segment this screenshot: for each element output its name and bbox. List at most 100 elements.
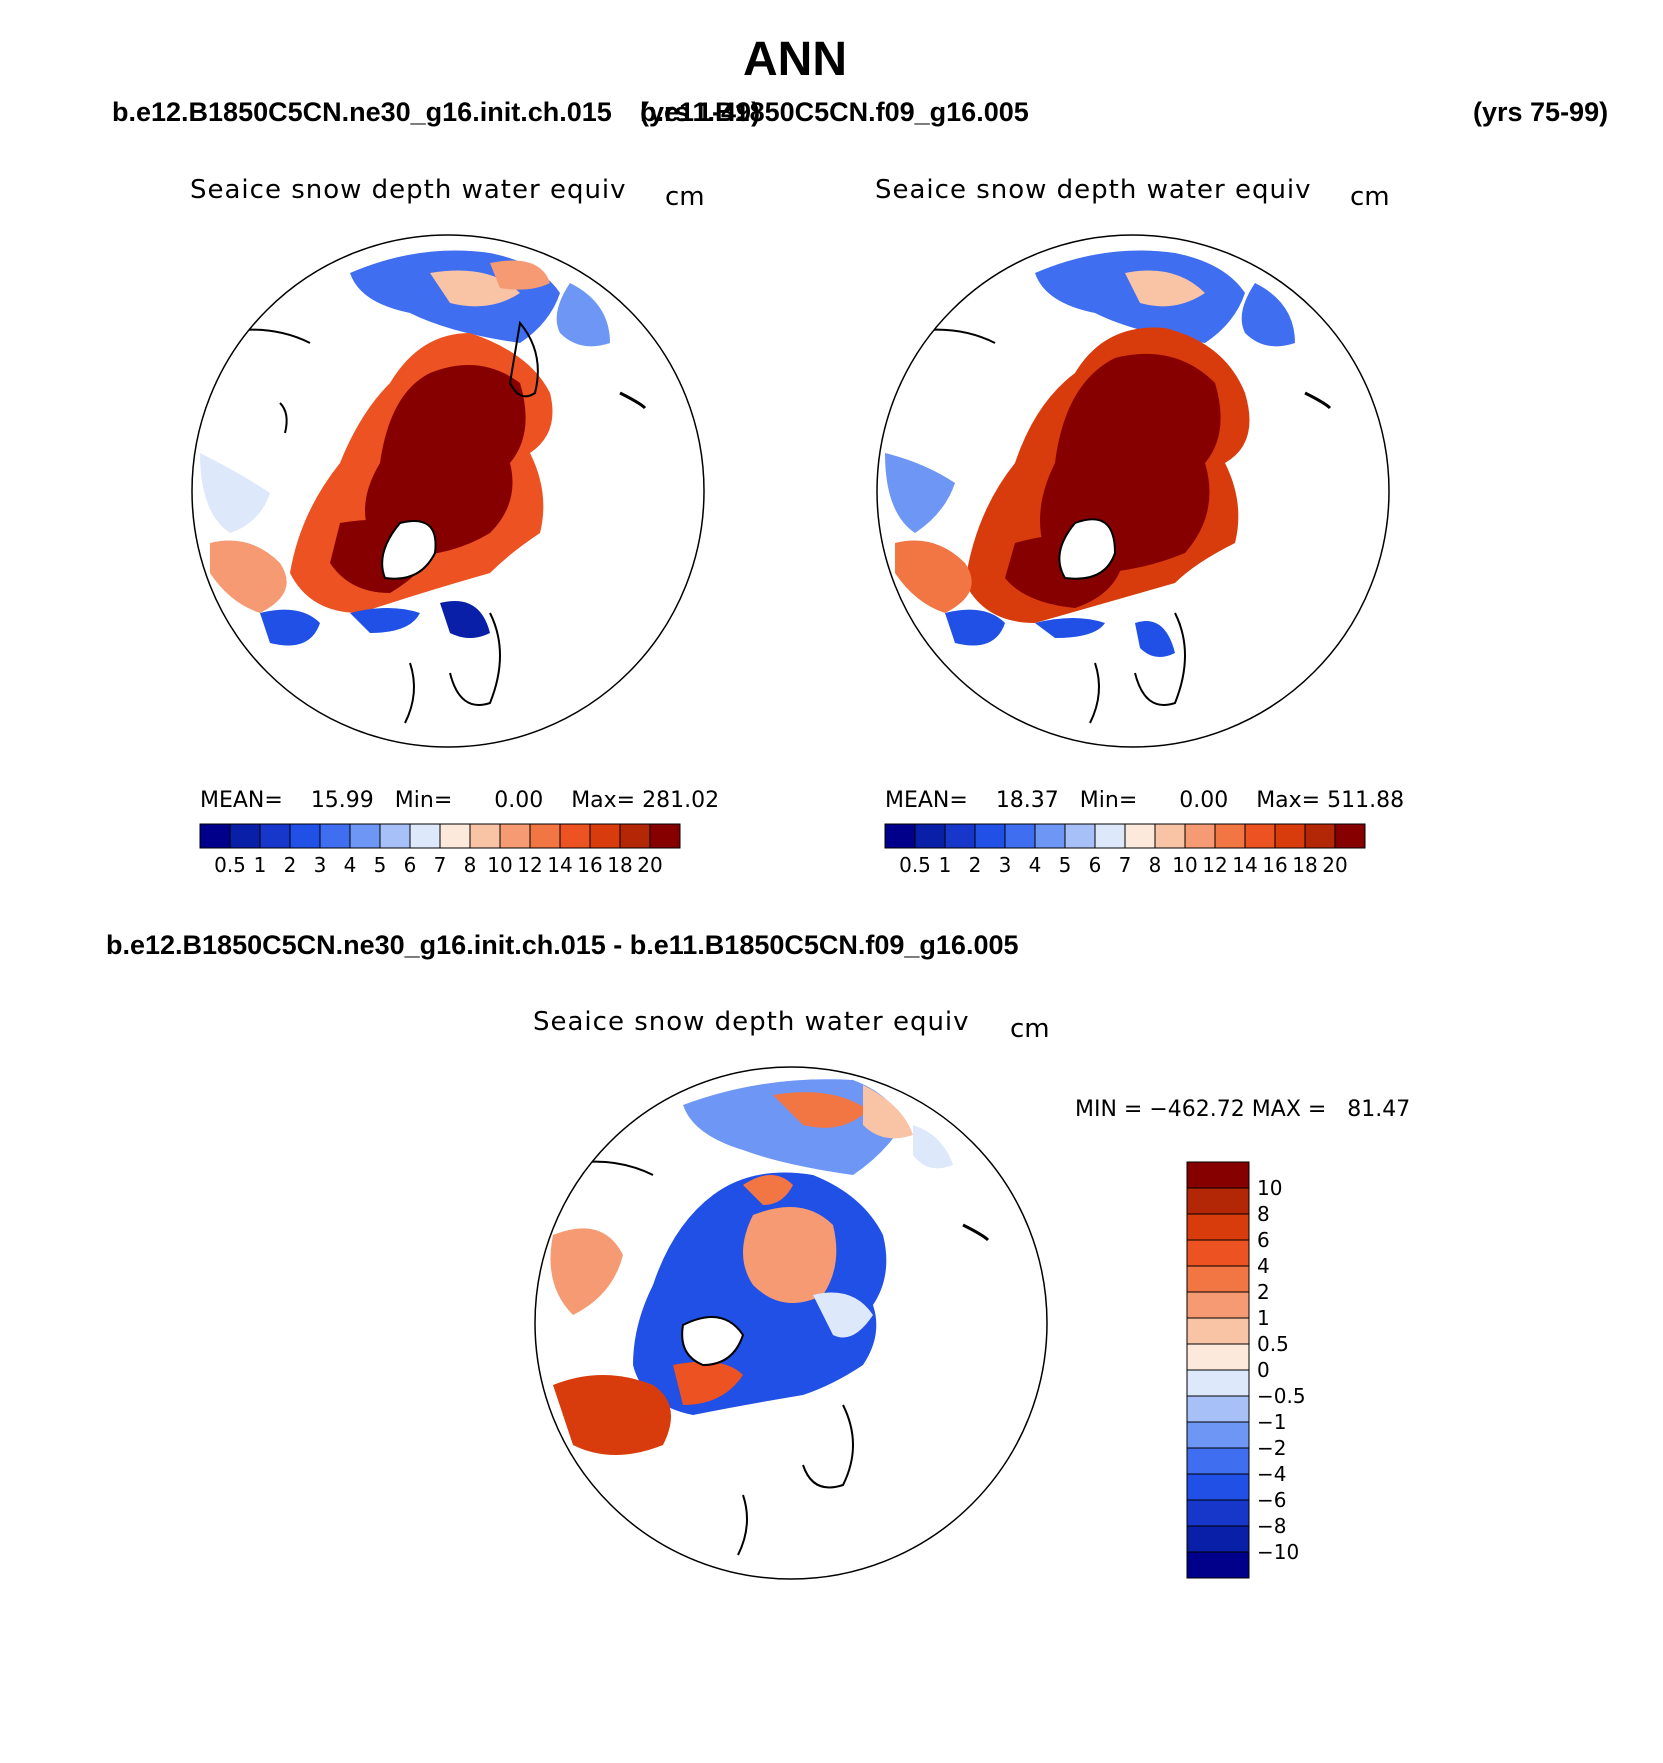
colorbar-swatch bbox=[289, 823, 321, 849]
colorbar-tick-label: 6 bbox=[1257, 1228, 1270, 1252]
panel2-max: 511.88 bbox=[1327, 788, 1405, 813]
colorbar-tick-label: 8 bbox=[1149, 853, 1162, 877]
colorbar-tick-label: −6 bbox=[1257, 1488, 1286, 1512]
colorbar-tick-label: 12 bbox=[1202, 853, 1227, 877]
colorbar-tick-label: 20 bbox=[1322, 853, 1347, 877]
panel1-max: 281.02 bbox=[642, 788, 720, 813]
colorbar-tick-label: 16 bbox=[1262, 853, 1287, 877]
case2-title: b.e11.B1850C5CN.f09_g16.005 bbox=[640, 97, 1029, 127]
colorbar-tick-label: 16 bbox=[577, 853, 602, 877]
panel1-colorbar: 0.5 1 2 3 4 5 6 7 8 10 12 14 16 18 20 bbox=[199, 823, 681, 877]
colorbar-swatch bbox=[1186, 1187, 1250, 1215]
panel2-colorbar: 0.5 1 2 3 4 5 6 7 8 10 12 14 16 18 20 bbox=[884, 823, 1366, 877]
panel1-min: 0.00 bbox=[494, 788, 544, 813]
colorbar-tick-label: 0.5 bbox=[214, 853, 246, 877]
colorbar-swatch bbox=[914, 823, 946, 849]
panel1-mean: 15.99 bbox=[310, 788, 374, 813]
colorbar-swatch bbox=[1186, 1239, 1250, 1267]
colorbar-tick-label: 3 bbox=[999, 853, 1012, 877]
colorbar-tick-label: −1 bbox=[1257, 1410, 1286, 1434]
colorbar-swatch bbox=[1186, 1369, 1250, 1397]
colorbar-swatch bbox=[1214, 823, 1246, 849]
panel3-units: cm bbox=[1010, 1014, 1050, 1044]
colorbar-swatch bbox=[1186, 1317, 1250, 1345]
colorbar-tick-label: −8 bbox=[1257, 1514, 1286, 1538]
panel2-min: 0.00 bbox=[1179, 788, 1229, 813]
diff-case-title: b.e12.B1850C5CN.ne30_g16.init.ch.015 - b… bbox=[106, 930, 1019, 960]
colorbar-tick-label: 8 bbox=[1257, 1202, 1270, 1226]
panel1-mean-label: MEAN= bbox=[200, 788, 283, 813]
colorbar-swatch bbox=[1004, 823, 1036, 849]
case2-years: (yrs 75-99) bbox=[1473, 97, 1609, 127]
colorbar-tick-label: 18 bbox=[607, 853, 632, 877]
colorbar-swatch bbox=[1186, 1447, 1250, 1475]
colorbar-swatch bbox=[944, 823, 976, 849]
colorbar-tick-label: 4 bbox=[1257, 1254, 1270, 1278]
panel3-min-label: MIN = bbox=[1075, 1097, 1143, 1122]
colorbar-swatch bbox=[1274, 823, 1306, 849]
colorbar-tick-label: 2 bbox=[284, 853, 297, 877]
colorbar-swatch bbox=[1064, 823, 1096, 849]
panel1-title: Seaice snow depth water equiv bbox=[190, 175, 627, 205]
panel1-units: cm bbox=[665, 182, 705, 212]
colorbar-swatch bbox=[409, 823, 441, 849]
page-title: ANN bbox=[743, 33, 847, 86]
colorbar-swatch bbox=[1154, 823, 1186, 849]
colorbar-swatch bbox=[1186, 1499, 1250, 1527]
colorbar-swatch bbox=[1304, 823, 1336, 849]
colorbar-tick-label: 4 bbox=[1029, 853, 1042, 877]
colorbar-swatch bbox=[1124, 823, 1156, 849]
colorbar-swatch bbox=[1186, 1421, 1250, 1449]
colorbar-swatch bbox=[229, 823, 261, 849]
panel3-title: Seaice snow depth water equiv bbox=[533, 1007, 970, 1037]
panel2-min-label: Min= bbox=[1079, 788, 1138, 813]
panel2-map bbox=[876, 234, 1390, 748]
case1-years: (yrs 1-49) bbox=[640, 97, 761, 127]
colorbar-tick-label: 10 bbox=[1172, 853, 1197, 877]
colorbar-swatch bbox=[589, 823, 621, 849]
colorbar-swatch bbox=[884, 823, 916, 849]
panel3-max: 81.47 bbox=[1347, 1097, 1411, 1122]
panel2-max-label: Max= bbox=[1256, 788, 1321, 813]
colorbar-tick-label: 8 bbox=[464, 853, 477, 877]
colorbar-tick-label: 1 bbox=[939, 853, 952, 877]
colorbar-tick-label: 3 bbox=[314, 853, 327, 877]
colorbar-swatch bbox=[379, 823, 411, 849]
colorbar-swatch bbox=[1244, 823, 1276, 849]
colorbar-swatch bbox=[1186, 1395, 1250, 1423]
colorbar-swatch bbox=[1186, 1525, 1250, 1553]
colorbar-swatch bbox=[1186, 1291, 1250, 1319]
colorbar-tick-label: 2 bbox=[1257, 1280, 1270, 1304]
colorbar-swatch bbox=[1334, 823, 1366, 849]
colorbar-tick-label: 10 bbox=[1257, 1176, 1282, 1200]
colorbar-swatch bbox=[619, 823, 651, 849]
panel2-mean: 18.37 bbox=[995, 788, 1059, 813]
panel3-map bbox=[534, 1066, 1048, 1580]
colorbar-tick-label: −10 bbox=[1257, 1540, 1299, 1564]
panel3-minmax: MIN = −462.72 MAX = 81.47 bbox=[1075, 1097, 1410, 1122]
colorbar-swatch bbox=[974, 823, 1006, 849]
colorbar-tick-label: 7 bbox=[434, 853, 447, 877]
panel2-units: cm bbox=[1350, 182, 1390, 212]
colorbar-tick-label: 1 bbox=[1257, 1306, 1270, 1330]
colorbar-swatch bbox=[529, 823, 561, 849]
colorbar-tick-label: −0.5 bbox=[1257, 1384, 1306, 1408]
colorbar-tick-label: 20 bbox=[637, 853, 662, 877]
colorbar-swatch bbox=[259, 823, 291, 849]
colorbar-tick-label: 14 bbox=[547, 853, 572, 877]
colorbar-tick-label: 6 bbox=[1089, 853, 1102, 877]
colorbar-swatch bbox=[199, 823, 231, 849]
colorbar-tick-label: 14 bbox=[1232, 853, 1257, 877]
panel2-mean-label: MEAN= bbox=[885, 788, 968, 813]
colorbar-tick-label: 5 bbox=[1059, 853, 1072, 877]
colorbar-tick-label: 0.5 bbox=[1257, 1332, 1289, 1356]
panel2-title: Seaice snow depth water equiv bbox=[875, 175, 1312, 205]
colorbar-swatch bbox=[1186, 1213, 1250, 1241]
panel1-stats: MEAN= 15.99 Min= 0.00 Max= 281.02 bbox=[200, 788, 719, 813]
colorbar-swatch bbox=[1094, 823, 1126, 849]
colorbar-swatch bbox=[1186, 1343, 1250, 1371]
colorbar-swatch bbox=[1034, 823, 1066, 849]
colorbar-tick-label: 0.5 bbox=[899, 853, 931, 877]
colorbar-tick-label: 1 bbox=[254, 853, 267, 877]
panel2-stats: MEAN= 18.37 Min= 0.00 Max= 511.88 bbox=[885, 788, 1404, 813]
